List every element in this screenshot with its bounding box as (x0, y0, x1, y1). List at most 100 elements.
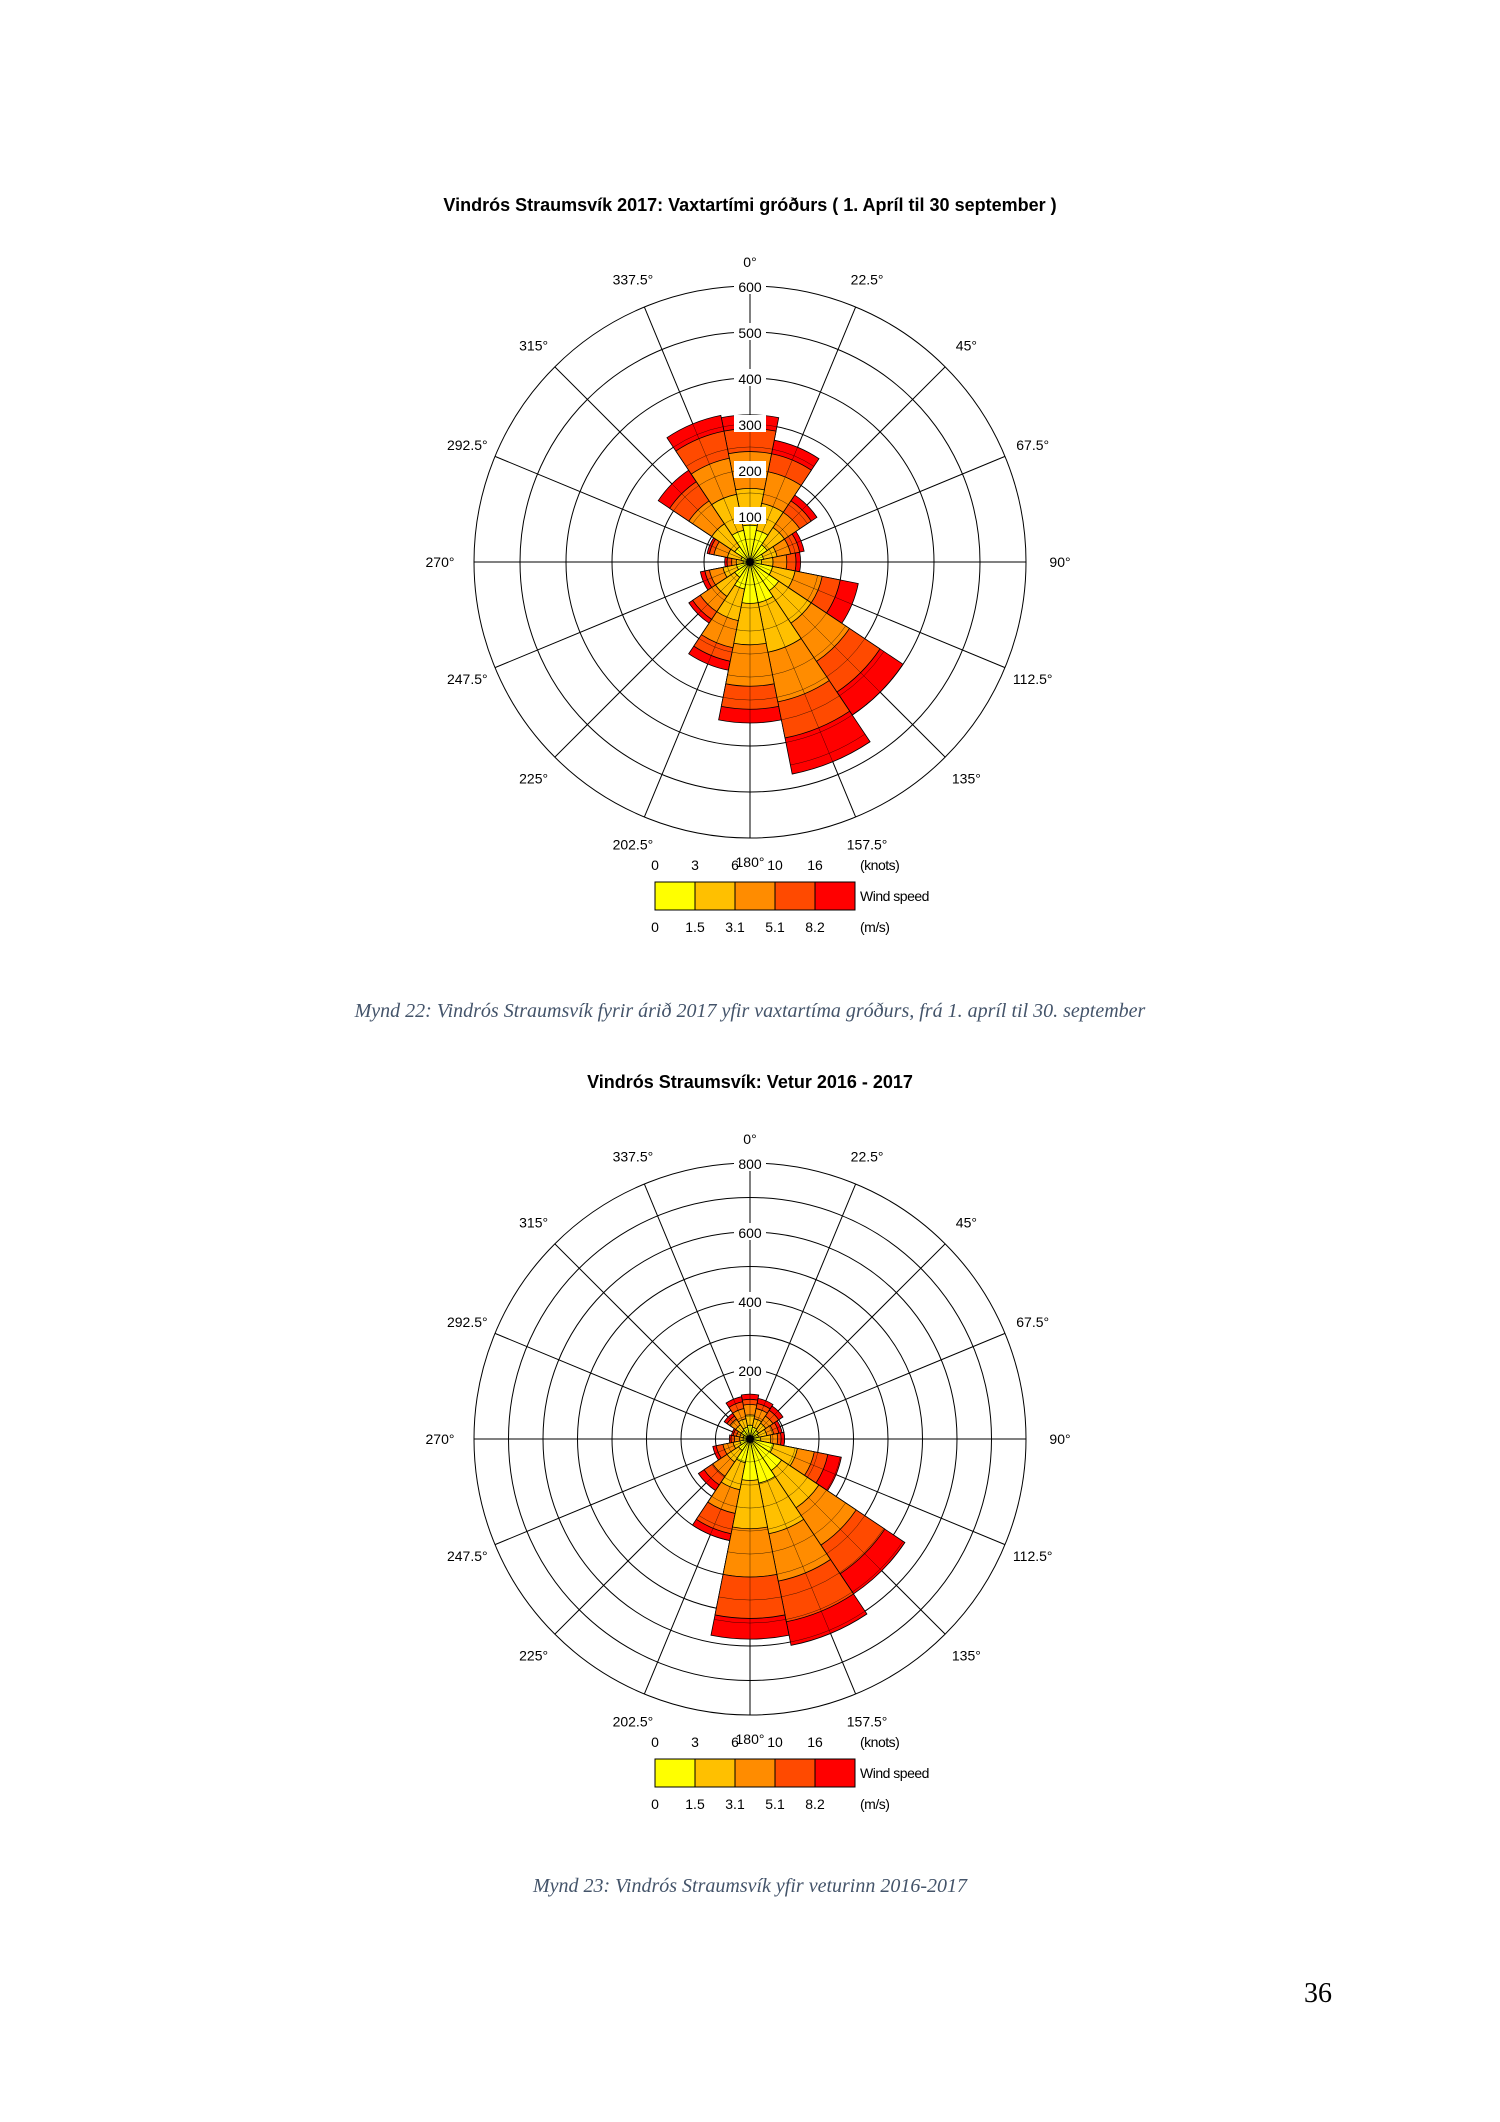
tick-label-bg (734, 369, 766, 386)
grid-spoke (749, 1243, 946, 1440)
petal-cell-line (749, 1438, 837, 1475)
direction-label: 112.5° (1013, 671, 1053, 687)
petal-cell-line (692, 423, 751, 563)
petal-cell-line (749, 561, 853, 605)
petal-cell-line (749, 1400, 767, 1440)
petal-cell-line (727, 1416, 751, 1440)
petal-cell-line (749, 1438, 831, 1634)
radial-tick-label: 500 (738, 325, 762, 341)
radial-tick-label: 600 (738, 279, 762, 295)
legend-swatch (694, 1758, 736, 1788)
grid-spoke (749, 1332, 1006, 1440)
direction-label: 202.5° (613, 837, 654, 853)
tick-label-bg (734, 461, 766, 478)
direction-label: 157.5° (847, 1714, 888, 1730)
direction-label: 157.5° (847, 837, 888, 853)
direction-label: 292.5° (447, 1314, 488, 1330)
wind-rose-svg: 1002003004005006000°22.5°45°67.5°90°112.… (426, 254, 1071, 935)
direction-label: 337.5° (613, 1148, 654, 1164)
legend-ms-label: 1.5 (685, 919, 705, 935)
legend-ms-label: 5.1 (765, 1796, 785, 1812)
legend-title: Wind speed (860, 888, 929, 904)
direction-label: 22.5° (851, 1148, 884, 1164)
legend-swatch (654, 881, 696, 911)
legend-ms-label: 0 (651, 919, 659, 935)
petal-cell-line (707, 561, 751, 665)
legend-ms-label: 8.2 (805, 919, 825, 935)
legend-swatch (774, 881, 816, 911)
direction-label: 180° (736, 854, 765, 870)
tick-label-bg (734, 1361, 766, 1378)
tick-label-bg (734, 415, 766, 432)
direction-label: 315° (519, 1215, 548, 1231)
legend-swatch (734, 881, 776, 911)
grid-spoke (643, 1183, 751, 1440)
legend-swatch (694, 881, 736, 911)
radial-tick-label: 400 (738, 371, 762, 387)
tick-label-bg (734, 1223, 766, 1240)
direction-label: 247.5° (447, 671, 488, 687)
direction-label: 45° (956, 338, 977, 354)
legend-knots-label: 0 (651, 1734, 659, 1750)
legend-knots-label: 16 (807, 857, 823, 873)
legend-swatch (654, 1758, 696, 1788)
radial-tick-label: 800 (738, 1156, 762, 1172)
petal-cell-line (710, 1438, 751, 1535)
legend-swatch (734, 1758, 776, 1788)
tick-label-bg (734, 1292, 766, 1309)
direction-label: 292.5° (447, 437, 488, 453)
petal-cell-line (705, 1438, 751, 1484)
wind-rose-summer: Vindrós Straumsvík 2017: Vaxtartími gróð… (400, 195, 1100, 995)
direction-label: 315° (519, 338, 548, 354)
legend-knots-label: 10 (767, 857, 783, 873)
direction-label: 90° (1049, 554, 1070, 570)
figure-caption: Mynd 23: Vindrós Straumsvík yfir veturin… (532, 1875, 967, 1897)
legend-knots-unit: (knots) (860, 857, 899, 873)
petal-cell-line (749, 561, 833, 762)
direction-label: 45° (956, 1215, 977, 1231)
legend-title: Wind speed (860, 1765, 929, 1781)
direction-label: 135° (952, 770, 981, 786)
direction-label: 270° (426, 1431, 455, 1447)
radial-tick-label: 200 (738, 463, 762, 479)
petal-cell-line (749, 447, 798, 563)
legend-ms-label: 8.2 (805, 1796, 825, 1812)
tick-label-bg (734, 277, 766, 294)
direction-label: 67.5° (1016, 437, 1049, 453)
petal-cell-line (749, 1438, 882, 1571)
direction-label: 0° (743, 254, 756, 270)
chart-title: Vindrós Straumsvík: Vetur 2016 - 2017 (587, 1072, 913, 1092)
page-number: 36 (1304, 1978, 1332, 2009)
grid-spoke (494, 1332, 751, 1440)
radial-tick-label: 200 (738, 1363, 762, 1379)
radial-tick-label: 300 (738, 417, 762, 433)
petal-cell-line (749, 540, 802, 563)
tick-label-bg (734, 323, 766, 340)
direction-label: 225° (519, 1647, 548, 1663)
petal-cell-line (749, 1426, 781, 1440)
petal-cell-line (749, 504, 808, 563)
legend-knots-label: 10 (767, 1734, 783, 1750)
radial-tick-label: 400 (738, 1294, 762, 1310)
legend-knots-unit: (knots) (860, 1734, 899, 1750)
direction-label: 135° (952, 1647, 981, 1663)
legend-ms-unit: (m/s) (860, 919, 889, 935)
petal-cell-line (733, 1399, 751, 1440)
grid-spoke (554, 1243, 751, 1440)
legend-ms-unit: (m/s) (860, 1796, 889, 1812)
direction-label: 112.5° (1013, 1548, 1053, 1564)
petal-cell-line (697, 561, 751, 615)
grid-spoke (749, 1183, 857, 1440)
legend-swatch (814, 1758, 856, 1788)
grid-spoke (494, 455, 751, 563)
direction-label: 67.5° (1016, 1314, 1049, 1330)
direction-label: 22.5° (851, 271, 884, 287)
chart-title: Vindrós Straumsvík 2017: Vaxtartími gróð… (443, 195, 1057, 215)
legend-knots-label: 16 (807, 1734, 823, 1750)
direction-label: 337.5° (613, 271, 654, 287)
tick-label-bg (734, 507, 766, 524)
legend-knots-label: 3 (691, 1734, 699, 1750)
petal-cell-line (703, 561, 751, 582)
legend-knots-label: 3 (691, 857, 699, 873)
